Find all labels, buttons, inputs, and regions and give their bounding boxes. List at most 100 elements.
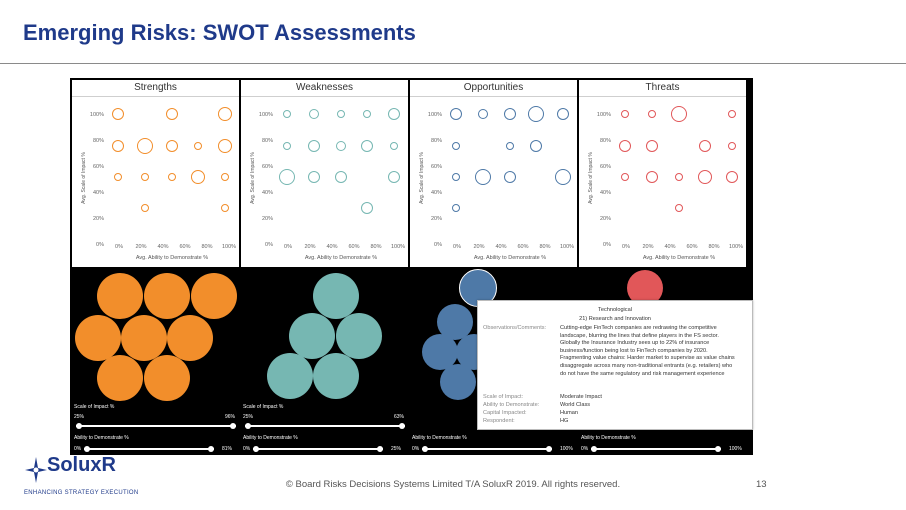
x-tick-label: 20%: [473, 244, 485, 250]
slider-handle-min[interactable]: [76, 422, 82, 429]
risk-bubble[interactable]: [440, 364, 476, 400]
risk-point[interactable]: [114, 173, 122, 181]
risk-point[interactable]: [504, 171, 516, 183]
risk-point[interactable]: [337, 110, 345, 118]
risk-point[interactable]: [221, 173, 229, 181]
y-axis-label: Avg. Scale of Impact %: [588, 152, 594, 204]
risk-point[interactable]: [475, 169, 491, 185]
risk-point[interactable]: [621, 173, 629, 181]
slider-handle-min[interactable]: [253, 445, 259, 452]
impact-range-slider[interactable]: [245, 422, 405, 429]
slider-handle-min[interactable]: [245, 422, 251, 429]
ability-range-slider[interactable]: [84, 445, 214, 452]
slider-handle-max[interactable]: [377, 445, 383, 452]
risk-point[interactable]: [141, 173, 149, 181]
risk-point[interactable]: [141, 204, 149, 212]
risk-bubble[interactable]: [144, 355, 190, 401]
slider-handle-max[interactable]: [399, 422, 405, 429]
risk-point[interactable]: [336, 141, 346, 151]
risk-point[interactable]: [218, 139, 232, 153]
risk-point[interactable]: [675, 204, 683, 212]
risk-point[interactable]: [671, 106, 687, 122]
slider-handle-max[interactable]: [546, 445, 552, 452]
risk-point[interactable]: [452, 142, 460, 150]
risk-point[interactable]: [361, 140, 373, 152]
y-tick-label: 100%: [258, 112, 273, 118]
impact-range-slider[interactable]: [76, 422, 236, 429]
risk-point[interactable]: [112, 140, 124, 152]
risk-point[interactable]: [361, 202, 373, 214]
slider-handle-max[interactable]: [715, 445, 721, 452]
risk-point[interactable]: [363, 110, 371, 118]
risk-bubble[interactable]: [313, 353, 359, 399]
risk-point[interactable]: [675, 173, 683, 181]
ability-range-slider[interactable]: [591, 445, 721, 452]
risk-bubble[interactable]: [121, 315, 167, 361]
x-tick-label: 40%: [495, 244, 507, 250]
risk-bubble[interactable]: [336, 313, 382, 359]
risk-point[interactable]: [452, 173, 460, 181]
risk-point[interactable]: [194, 142, 202, 150]
slider-handle-min[interactable]: [591, 445, 597, 452]
risk-point[interactable]: [528, 106, 544, 122]
risk-point[interactable]: [335, 171, 347, 183]
risk-point[interactable]: [309, 109, 319, 119]
risk-bubble[interactable]: [75, 315, 121, 361]
risk-point[interactable]: [698, 170, 712, 184]
soluxr-logo: SoluxR ENHANCING STRATEGY EXECUTION: [24, 454, 138, 496]
risk-point[interactable]: [112, 108, 124, 120]
risk-point[interactable]: [506, 142, 514, 150]
risk-point[interactable]: [728, 142, 736, 150]
risk-point[interactable]: [166, 108, 178, 120]
risk-point[interactable]: [166, 140, 178, 152]
risk-bubble[interactable]: [191, 273, 237, 319]
slider-handle-max[interactable]: [208, 445, 214, 452]
risk-point[interactable]: [218, 107, 232, 121]
risk-point[interactable]: [557, 108, 569, 120]
risk-bubble[interactable]: [313, 273, 359, 319]
risk-point[interactable]: [308, 140, 320, 152]
risk-point[interactable]: [726, 171, 738, 183]
risk-bubble[interactable]: [289, 313, 335, 359]
ability-range-slider[interactable]: [422, 445, 552, 452]
risk-point[interactable]: [450, 108, 462, 120]
risk-point[interactable]: [452, 204, 460, 212]
risk-point[interactable]: [388, 108, 400, 120]
risk-point[interactable]: [728, 110, 736, 118]
risk-bubble[interactable]: [97, 273, 143, 319]
risk-point[interactable]: [390, 142, 398, 150]
risk-bubble[interactable]: [167, 315, 213, 361]
risk-bubble[interactable]: [97, 355, 143, 401]
risk-point[interactable]: [478, 109, 488, 119]
y-tick-label: 100%: [596, 112, 611, 118]
ability-range-slider[interactable]: [253, 445, 383, 452]
risk-point[interactable]: [137, 138, 153, 154]
risk-point[interactable]: [221, 204, 229, 212]
tooltip-subheader: 21) Research and Innovation: [579, 316, 651, 322]
risk-point[interactable]: [646, 171, 658, 183]
x-axis-label: Avg. Ability to Demonstrate %: [304, 255, 378, 261]
risk-point[interactable]: [530, 140, 542, 152]
slider-handle-min[interactable]: [84, 445, 90, 452]
impact-slider-min: 25%: [74, 414, 85, 420]
risk-point[interactable]: [699, 140, 711, 152]
risk-point[interactable]: [168, 173, 176, 181]
risk-point[interactable]: [308, 171, 320, 183]
slider-handle-max[interactable]: [230, 422, 236, 429]
risk-point[interactable]: [621, 110, 629, 118]
risk-point[interactable]: [279, 169, 295, 185]
risk-point[interactable]: [283, 142, 291, 150]
risk-bubble[interactable]: [267, 353, 313, 399]
risk-point[interactable]: [191, 170, 205, 184]
y-tick-label: 60%: [599, 164, 611, 170]
risk-point[interactable]: [648, 110, 656, 118]
risk-point[interactable]: [555, 169, 571, 185]
x-tick-label: 60%: [686, 244, 698, 250]
risk-bubble[interactable]: [144, 273, 190, 319]
slider-handle-min[interactable]: [422, 445, 428, 452]
risk-point[interactable]: [646, 140, 658, 152]
risk-point[interactable]: [283, 110, 291, 118]
risk-point[interactable]: [619, 140, 631, 152]
risk-point[interactable]: [504, 108, 516, 120]
risk-point[interactable]: [388, 171, 400, 183]
